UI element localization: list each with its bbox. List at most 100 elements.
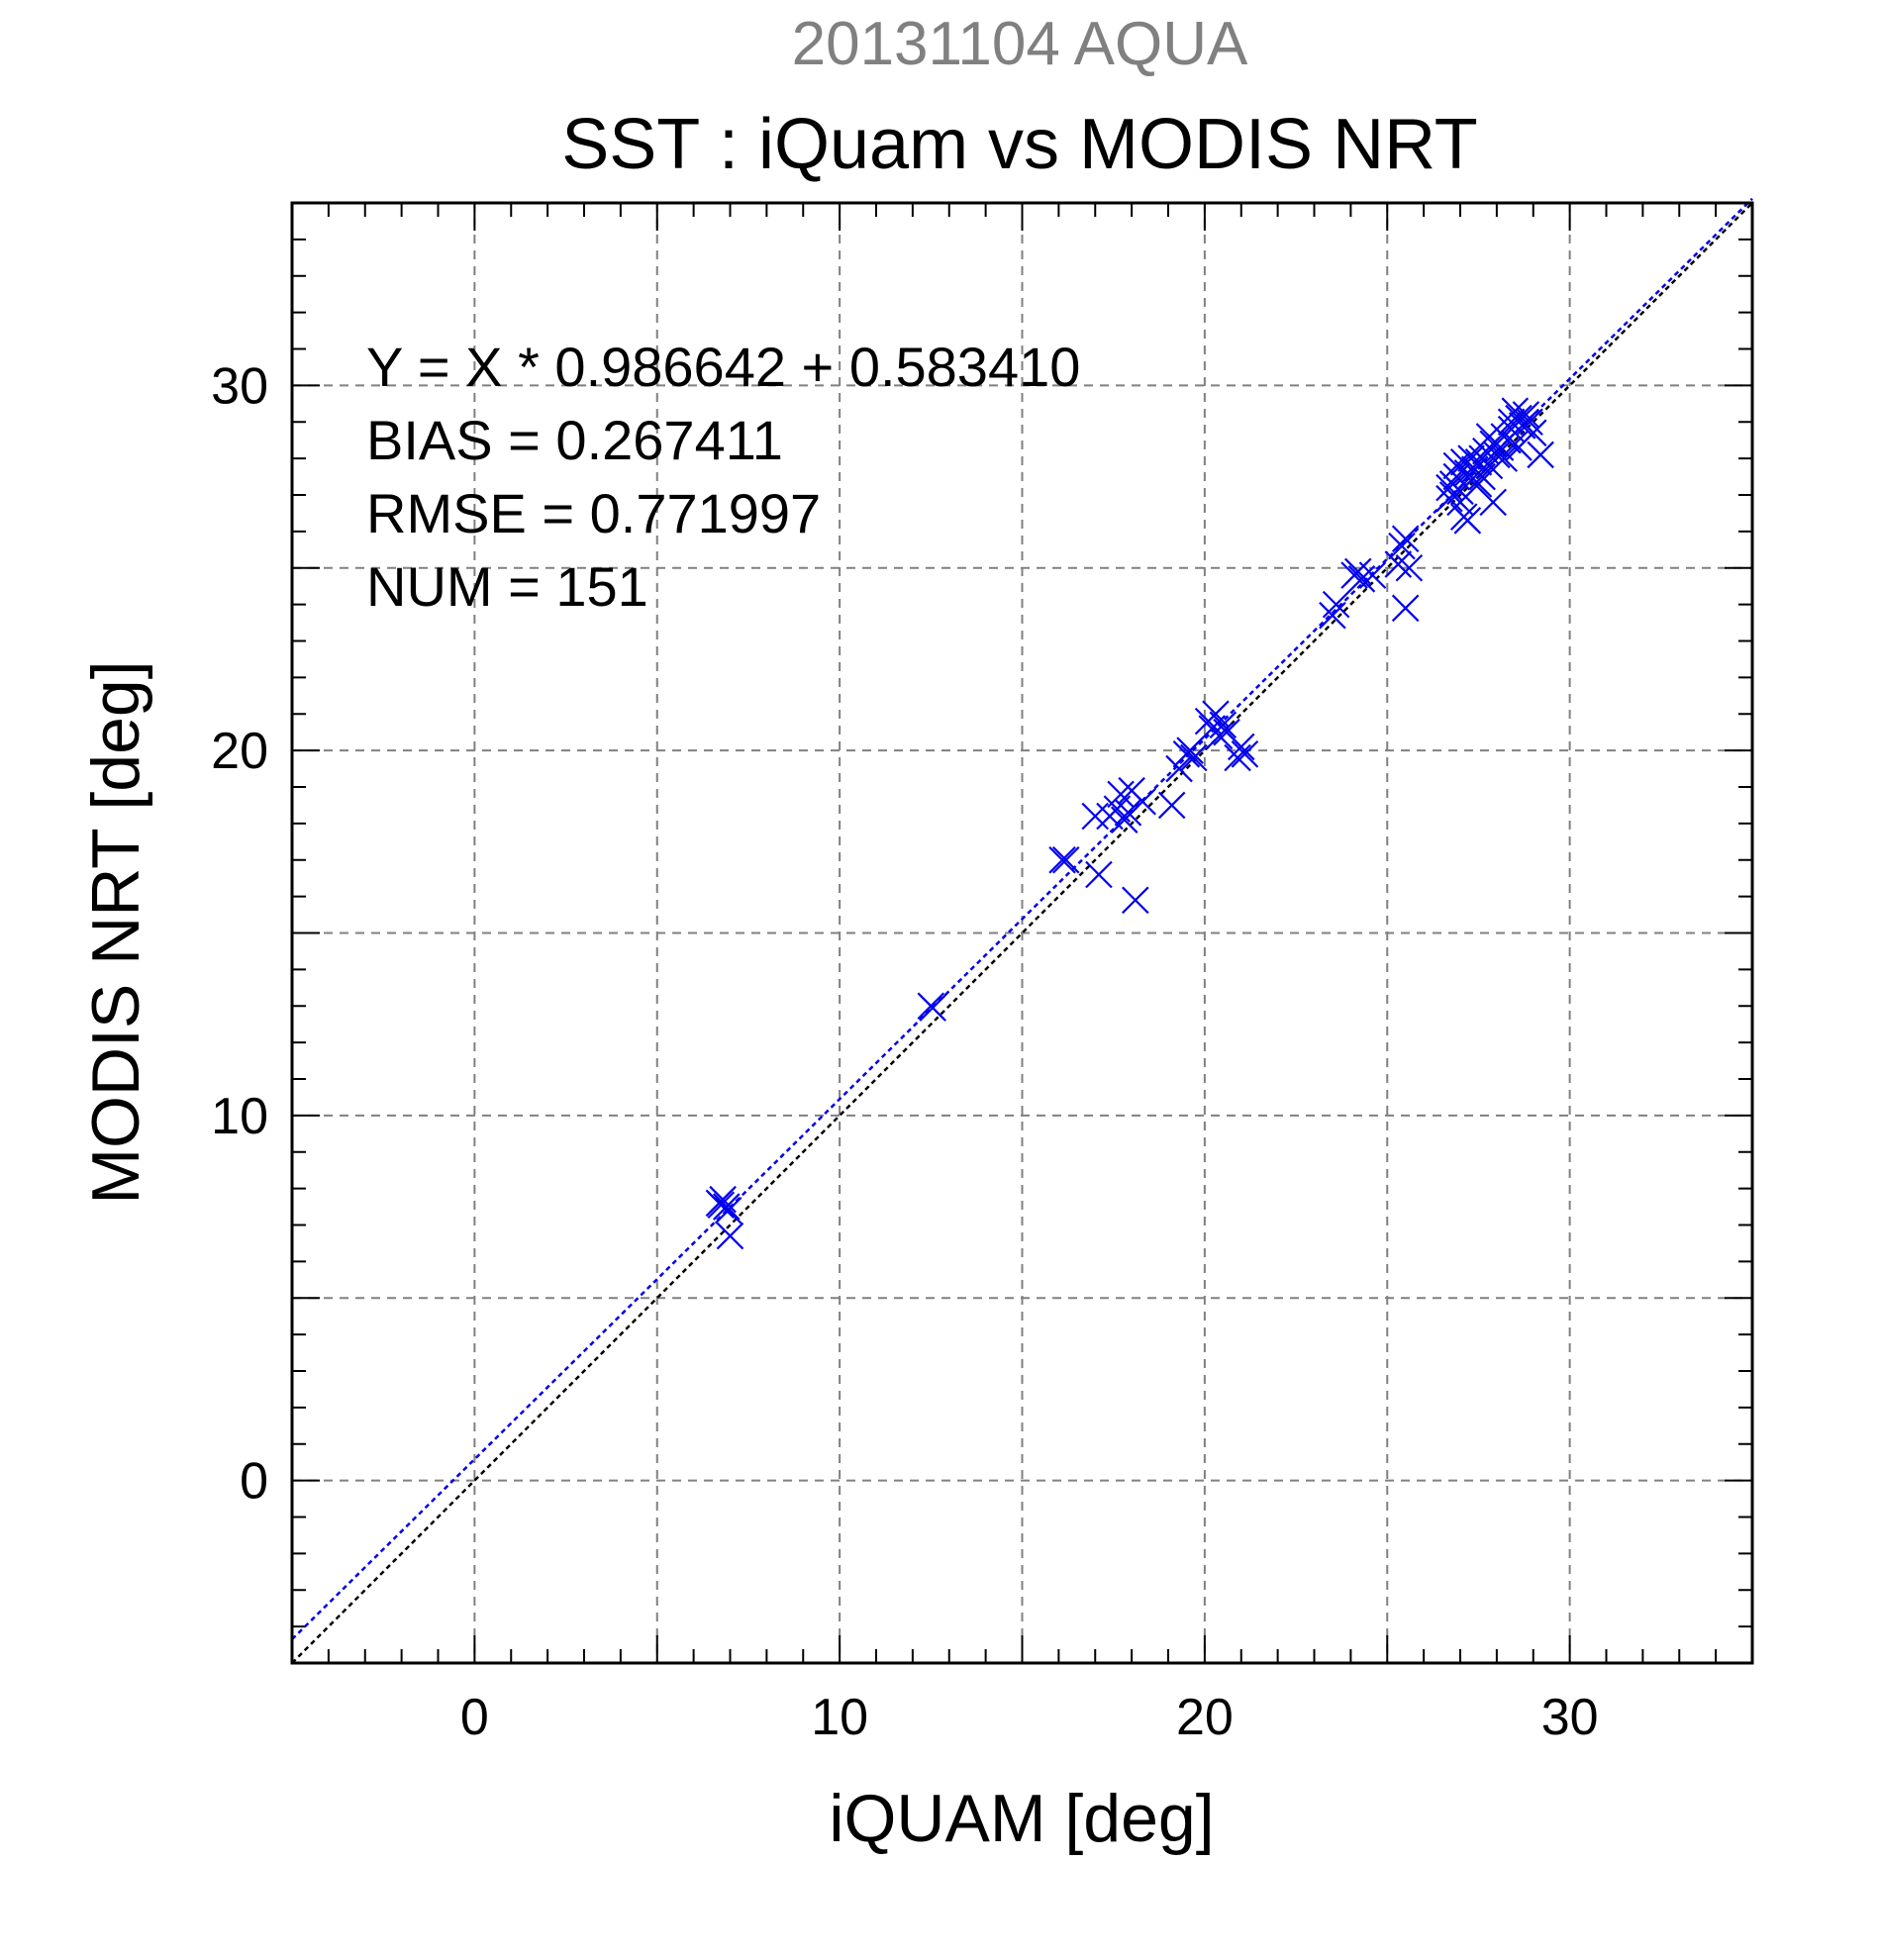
stats-box: Y = X * 0.986642 + 0.583410 BIAS = 0.267… <box>366 336 1080 618</box>
axis-ticks <box>291 202 1753 1664</box>
data-point <box>1464 470 1493 498</box>
data-point <box>1209 711 1238 739</box>
data-point-stroke <box>1453 507 1482 535</box>
data-point <box>1516 408 1543 437</box>
data-point <box>707 1191 736 1219</box>
data-point <box>1227 733 1255 761</box>
data-point-stroke <box>1343 557 1372 586</box>
data-point <box>1224 743 1251 772</box>
bias-value: BIAS = 0.267411 <box>366 409 783 471</box>
data-point-stroke <box>1442 451 1471 480</box>
y-tick-label: 10 <box>211 1088 268 1145</box>
data-point <box>1322 590 1350 619</box>
data-point <box>1085 860 1113 889</box>
data-point-stroke <box>707 1191 736 1219</box>
data-point-stroke <box>716 1222 744 1250</box>
reference-lines <box>291 197 1753 1664</box>
data-point-stroke <box>1129 787 1156 816</box>
data-point <box>1180 743 1208 772</box>
data-points <box>705 397 1554 1250</box>
data-point-stroke <box>1505 404 1533 433</box>
data-point <box>1205 722 1234 750</box>
x-tick-label: 20 <box>1176 1689 1234 1746</box>
data-point <box>1479 488 1507 517</box>
data-point <box>1122 886 1149 915</box>
y-axis-label: MODIS NRT [deg] <box>78 660 153 1204</box>
chart-subtitle: SST : iQuam vs MODIS NRT <box>561 105 1478 184</box>
x-tick-labels: 0 10 20 30 <box>460 1689 1599 1746</box>
data-point-stroke <box>919 994 946 1022</box>
data-point-stroke <box>1081 802 1110 831</box>
data-point <box>1395 553 1424 582</box>
data-point-stroke <box>1475 423 1504 450</box>
num-value: NUM = 151 <box>366 555 648 618</box>
data-point-stroke <box>1490 444 1519 472</box>
data-point-stroke <box>1449 448 1478 476</box>
regression-equation: Y = X * 0.986642 + 0.583410 <box>366 336 1080 398</box>
data-point-stroke <box>1527 441 1554 469</box>
data-point <box>1107 780 1135 809</box>
data-point <box>1384 550 1413 578</box>
data-point <box>1505 434 1533 461</box>
data-point-stroke <box>1157 791 1186 820</box>
data-point-stroke <box>1391 594 1420 623</box>
data-point <box>1391 525 1420 553</box>
data-point-stroke <box>1464 470 1493 498</box>
data-point <box>1442 451 1471 480</box>
data-point <box>1129 787 1156 816</box>
data-point-stroke <box>1048 845 1076 874</box>
data-point-stroke <box>1457 444 1485 472</box>
data-point-stroke <box>1358 561 1387 589</box>
data-point-stroke <box>1165 754 1193 783</box>
data-point-stroke <box>1388 532 1416 560</box>
x-tick-label: 0 <box>460 1689 489 1746</box>
data-point-stroke <box>1483 441 1511 469</box>
data-point <box>1490 444 1519 472</box>
y-tick-labels: 0 10 20 30 <box>211 357 268 1510</box>
data-point <box>1527 441 1554 469</box>
data-point-stroke <box>1395 553 1424 582</box>
data-point-stroke <box>1384 550 1413 578</box>
fit-line <box>291 197 1753 1640</box>
data-point <box>1319 601 1346 630</box>
data-point-stroke <box>1122 886 1149 915</box>
data-point <box>1388 532 1416 560</box>
data-point <box>1358 561 1387 589</box>
data-point <box>714 1196 742 1225</box>
data-point <box>1501 397 1530 425</box>
data-point-stroke <box>1227 733 1255 761</box>
identity-line <box>291 202 1753 1664</box>
data-point-stroke <box>1516 408 1543 437</box>
data-point-stroke <box>1180 743 1208 772</box>
data-point <box>1176 736 1204 764</box>
data-point-stroke <box>1224 743 1251 772</box>
data-point <box>1391 594 1420 623</box>
data-point <box>1457 444 1485 472</box>
data-point-stroke <box>1319 601 1346 630</box>
data-point <box>1081 802 1110 831</box>
data-point-stroke <box>1209 711 1238 739</box>
data-point-stroke <box>1085 860 1113 889</box>
data-point <box>709 1185 737 1214</box>
data-point-stroke <box>1391 525 1420 553</box>
data-point <box>1453 507 1482 535</box>
y-tick-label: 20 <box>211 723 268 780</box>
y-tick-label: 0 <box>240 1453 268 1511</box>
data-point-stroke <box>1322 590 1350 619</box>
data-point-stroke <box>709 1185 737 1214</box>
data-point-stroke <box>714 1196 742 1225</box>
data-point <box>1157 791 1186 820</box>
plot-frame <box>290 201 1754 1665</box>
x-axis-label: iQUAM [deg] <box>829 1781 1214 1856</box>
x-tick-label: 30 <box>1541 1689 1599 1746</box>
data-point-stroke <box>1442 462 1471 491</box>
data-point <box>1483 441 1511 469</box>
data-point-stroke <box>1213 718 1240 746</box>
data-point-stroke <box>1231 740 1259 768</box>
data-point <box>1512 401 1540 429</box>
data-point-stroke <box>1051 845 1080 874</box>
data-point-stroke <box>1512 401 1540 429</box>
data-point-stroke <box>1114 799 1142 827</box>
data-point-stroke <box>1176 736 1204 764</box>
data-point-stroke <box>1457 466 1485 495</box>
